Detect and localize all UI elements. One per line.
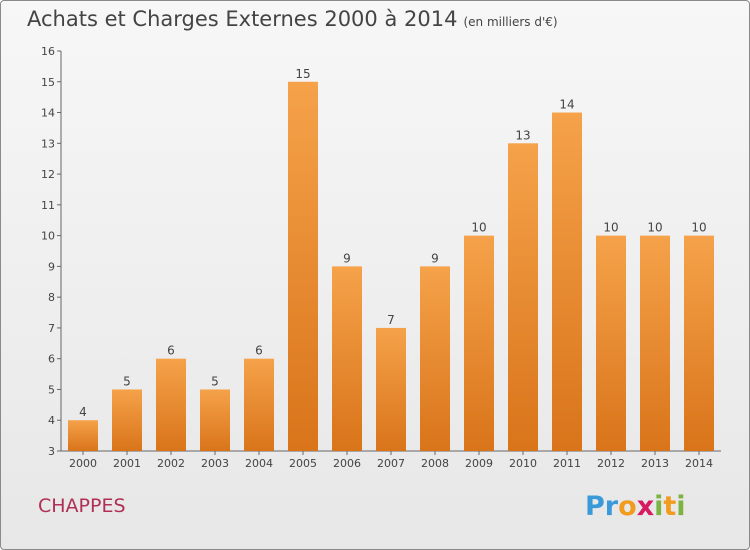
y-tick-label: 10 [41,230,55,243]
x-tick-label: 2014 [685,457,713,470]
bar-value-label: 10 [691,221,706,235]
bar [684,235,714,451]
chart-axes: 3 4 5 6 7 8 9 10 11 12 13 14 15 16 2000 2001 2002 2003 200… [41,45,721,470]
bar-value-label: 10 [603,221,618,235]
x-tick-label: 2006 [333,457,361,470]
bar [244,358,274,451]
bar-value-label: 10 [471,221,486,235]
chart-title: Achats et Charges Externes 2000 à 2014 (e… [27,7,558,31]
x-tick-label: 2010 [509,457,537,470]
bar-value-label: 7 [387,313,395,327]
chart-subtitle: (en milliers d'€) [463,15,558,29]
bar-value-label: 9 [431,251,439,265]
bar-value-label: 10 [647,221,662,235]
chart-bars: 4 5 6 5 6 15 9 7 9 10 13 14 10 10 10 [68,67,714,452]
y-tick-label: 7 [48,322,55,335]
commune-name: CHAPPES [38,495,126,517]
bar-value-label: 6 [167,344,175,358]
x-tick-label: 2007 [377,457,405,470]
x-tick-label: 2008 [421,457,449,470]
y-tick-label: 12 [41,168,55,181]
logo-letter: i [654,491,664,522]
logo-letter: P [585,491,605,522]
x-tick-label: 2004 [245,457,273,470]
logo-letter: i [676,491,686,522]
bar [112,389,142,451]
bar-value-label: 5 [123,374,131,388]
logo-letter: x [636,491,655,522]
bar [156,358,186,451]
bar [464,235,494,451]
bar-value-label: 13 [515,128,530,142]
x-tick-label: 2012 [597,457,625,470]
x-tick-label: 2000 [69,457,97,470]
logo-letter: r [604,491,619,522]
y-tick-label: 8 [48,291,55,304]
logo-letter: o [618,491,637,522]
y-tick-label: 11 [41,199,55,212]
bar [200,389,230,451]
bar-value-label: 15 [295,67,310,81]
y-tick-label: 14 [41,107,55,120]
y-tick-label: 6 [48,353,55,366]
y-tick-label: 13 [41,137,55,150]
y-tick-label: 9 [48,260,55,273]
proxiti-logo: Proxiti [585,491,686,522]
bar [508,143,538,452]
x-tick-label: 2001 [113,457,141,470]
bar [288,81,318,452]
x-tick-label: 2002 [157,457,185,470]
bar-value-label: 9 [343,251,351,265]
bar-value-label: 6 [255,344,263,358]
bar [376,327,406,451]
bar-value-label: 4 [79,405,87,419]
bar [68,420,98,451]
x-tick-label: 2003 [201,457,229,470]
y-tick-label: 4 [48,414,55,427]
bar [552,112,582,452]
y-tick-label: 5 [48,383,55,396]
chart-title-text: Achats et Charges Externes 2000 à 2014 [27,7,458,31]
bar-value-label: 5 [211,374,219,388]
bar [640,235,670,451]
y-tick-label: 15 [41,76,55,89]
bar [420,266,450,451]
bar [596,235,626,451]
x-tick-label: 2011 [553,457,581,470]
bar-value-label: 14 [559,98,574,112]
x-tick-label: 2013 [641,457,669,470]
bar [332,266,362,451]
y-tick-label: 3 [48,445,55,458]
logo-letter: t [663,491,677,522]
x-tick-label: 2005 [289,457,317,470]
x-tick-label: 2009 [465,457,493,470]
y-tick-label: 16 [41,45,55,58]
